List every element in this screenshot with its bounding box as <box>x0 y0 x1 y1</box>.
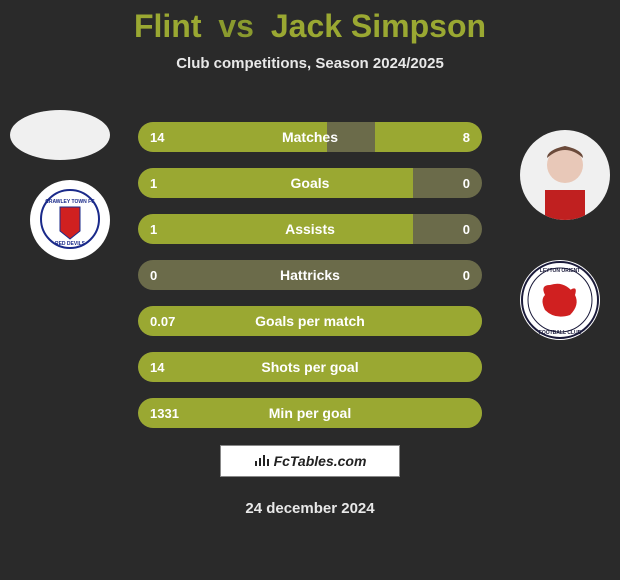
stats-container: Matches148Goals10Assists10Hattricks00Goa… <box>138 122 482 444</box>
stat-value-left: 0 <box>150 260 157 290</box>
stat-label: Assists <box>138 214 482 244</box>
stat-value-right: 0 <box>463 260 470 290</box>
stat-row: Shots per goal14 <box>138 352 482 382</box>
player1-avatar <box>10 110 110 160</box>
subtitle: Club competitions, Season 2024/2025 <box>0 55 620 72</box>
stat-label: Hattricks <box>138 260 482 290</box>
stat-label: Goals <box>138 168 482 198</box>
comparison-title: Flint vs Jack Simpson <box>0 0 620 45</box>
stat-value-left: 14 <box>150 352 164 382</box>
footer-site-badge: FcTables.com <box>220 445 400 477</box>
stat-label: Shots per goal <box>138 352 482 382</box>
svg-text:RED DEVILS: RED DEVILS <box>55 241 86 247</box>
svg-text:LEYTON ORIENT: LEYTON ORIENT <box>540 268 580 274</box>
player2-avatar <box>520 130 610 220</box>
stat-row: Goals1 0 <box>138 168 482 198</box>
stat-value-right: 8 <box>463 122 470 152</box>
stat-value-left: 1 <box>150 214 157 244</box>
club-badge-right: LEYTON ORIENT FOOTBALL CLUB <box>520 260 600 340</box>
stat-row: Goals per match0.07 <box>138 306 482 336</box>
player1-name: Flint <box>134 8 202 44</box>
player2-name: Jack Simpson <box>271 8 486 44</box>
stat-value-left: 14 <box>150 122 164 152</box>
chart-icon <box>254 453 270 470</box>
stat-label: Goals per match <box>138 306 482 336</box>
stat-label: Min per goal <box>138 398 482 428</box>
stat-label: Matches <box>138 122 482 152</box>
stat-row: Assists1 0 <box>138 214 482 244</box>
stat-row: Hattricks0 0 <box>138 260 482 290</box>
vs-separator: vs <box>218 8 254 44</box>
svg-text:CRAWLEY TOWN FC: CRAWLEY TOWN FC <box>45 199 95 205</box>
footer-date: 24 december 2024 <box>0 500 620 517</box>
stat-value-left: 1331 <box>150 398 179 428</box>
club-left-label: CRAWLEY TOWN FC RED DEVILS <box>40 189 100 252</box>
svg-text:FOOTBALL CLUB: FOOTBALL CLUB <box>539 330 582 336</box>
stat-value-left: 1 <box>150 168 157 198</box>
stat-value-right: 0 <box>463 168 470 198</box>
club-badge-left: CRAWLEY TOWN FC RED DEVILS <box>30 180 110 260</box>
stat-row: Matches14 8 <box>138 122 482 152</box>
footer-site-label: FcTables.com <box>274 453 367 469</box>
stat-row: Min per goal1331 <box>138 398 482 428</box>
stat-value-right: 0 <box>463 214 470 244</box>
stat-value-left: 0.07 <box>150 306 175 336</box>
